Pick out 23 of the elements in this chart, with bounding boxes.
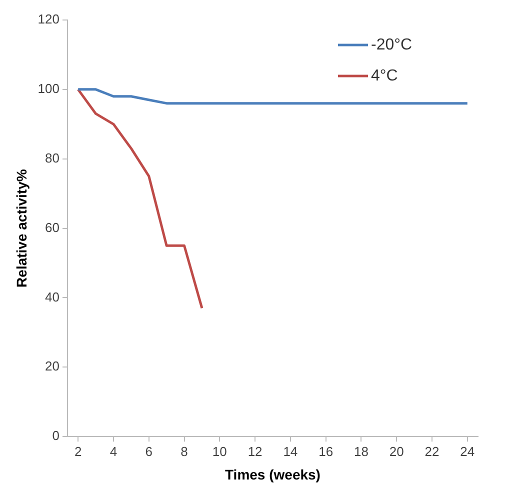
y-tick-label: 80 xyxy=(45,150,60,166)
y-tick-label: 60 xyxy=(45,220,60,235)
x-tick-label: 2 xyxy=(74,444,82,459)
y-tick-label: 100 xyxy=(38,81,60,96)
x-tick-label: 22 xyxy=(424,444,440,459)
x-tick-label: 6 xyxy=(145,444,152,459)
y-tick-label: 40 xyxy=(45,289,60,304)
x-tick-label: 16 xyxy=(318,444,334,459)
y-axis-title: Relative activity% xyxy=(13,168,30,288)
x-tick-label: 4 xyxy=(110,444,118,459)
x-tick-label: 24 xyxy=(460,444,475,459)
legend-label: 4°C xyxy=(371,67,398,84)
x-tick-label: 10 xyxy=(212,444,227,459)
x-tick-label: 8 xyxy=(180,444,188,459)
x-tick-label: 14 xyxy=(283,444,298,459)
x-tick-label: 12 xyxy=(248,444,262,459)
y-tick-label: 20 xyxy=(45,358,60,374)
y-tick-label: 120 xyxy=(38,12,60,27)
y-tick-label: 0 xyxy=(52,428,60,444)
x-axis-title: Times (weeks) xyxy=(225,466,320,482)
x-tick-label: 20 xyxy=(389,444,404,459)
x-tick-label: 18 xyxy=(354,444,368,459)
legend-label: -20°C xyxy=(371,36,412,54)
